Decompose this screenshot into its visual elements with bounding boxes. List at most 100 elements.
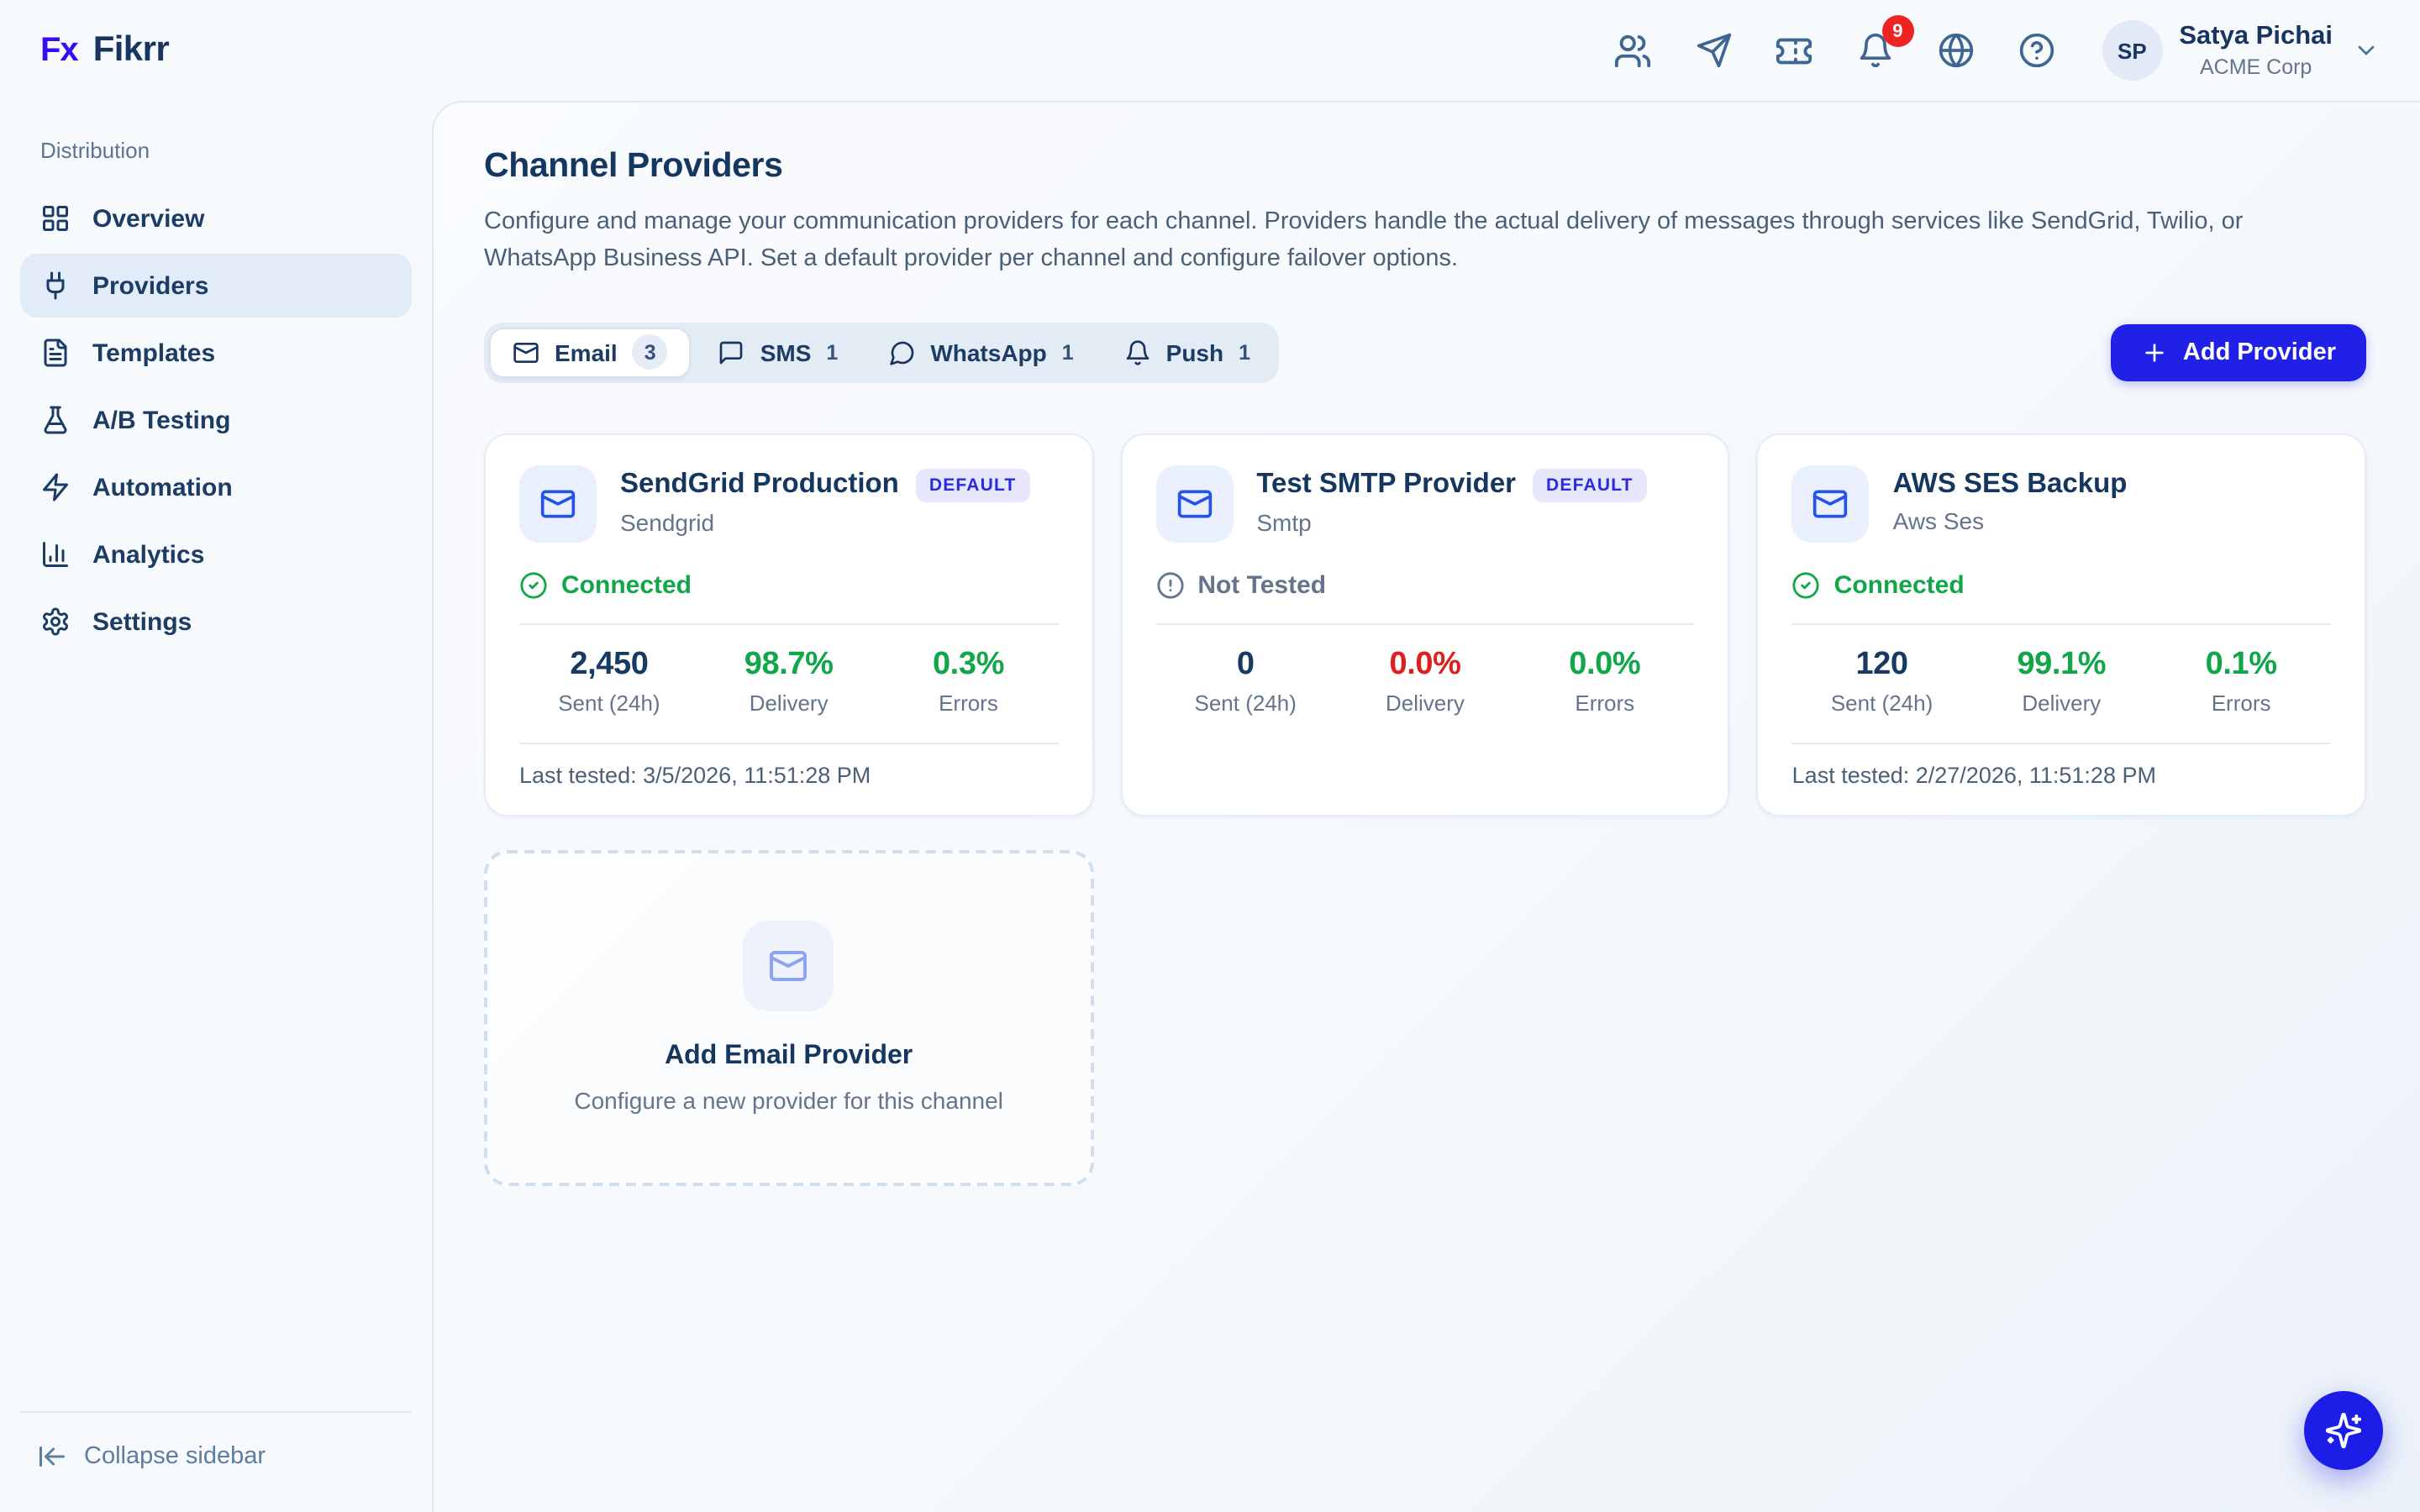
provider-type: Smtp: [1256, 508, 1312, 536]
user-menu[interactable]: SP Satya Pichai ACME Corp: [2102, 20, 2380, 81]
notifications-button[interactable]: 9: [1853, 15, 1914, 72]
tab-label: Push: [1165, 339, 1224, 366]
message-circle-icon: [888, 339, 915, 366]
provider-stats: 0 Sent (24h) 0.0% Delivery 0.0% Errors: [1155, 647, 1694, 716]
provider-card-aws-ses-backup[interactable]: AWS SES Backup Aws Ses Connected 120 Sent (2…: [1756, 433, 2366, 816]
user-org: ACME Corp: [2199, 55, 2312, 79]
provider-status-label: Connected: [561, 570, 692, 600]
provider-status-label: Not Tested: [1197, 570, 1327, 600]
provider-card-test-smtp-provider[interactable]: Test SMTP Provider DEFAULT Smtp Not Tested 0…: [1120, 433, 1730, 816]
stat-value: 99.1%: [2017, 646, 2107, 682]
message-square-icon: [718, 339, 745, 366]
provider-name: Test SMTP Provider: [1256, 469, 1517, 500]
send-icon[interactable]: [1691, 29, 1735, 72]
divider: [519, 622, 1059, 625]
provider-card-sendgrid-production[interactable]: SendGrid Production DEFAULT Sendgrid Connec…: [484, 433, 1094, 816]
stat-errors: 0.1% Errors: [2151, 647, 2331, 716]
alert-circle-icon: [1155, 571, 1184, 600]
mail-icon: [1812, 486, 1849, 522]
dashboard-icon: [40, 203, 71, 234]
ai-assistant-button[interactable]: [2304, 1391, 2383, 1470]
default-badge: DEFAULT: [1533, 468, 1647, 502]
user-meta: Satya Pichai ACME Corp: [2179, 22, 2333, 79]
provider-status-label: Connected: [1833, 570, 1965, 600]
sidebar-item-overview[interactable]: Overview: [20, 186, 412, 250]
logo-text: Fikrr: [92, 30, 170, 69]
brand-logo[interactable]: Fx Fikrr: [40, 30, 170, 71]
stat-label: Delivery: [749, 690, 829, 716]
stat-value: 0.3%: [932, 646, 1004, 682]
sparkles-icon: [2324, 1411, 2363, 1450]
add-provider-label: Add Provider: [2182, 339, 2336, 366]
stat-errors: 0.0% Errors: [1515, 647, 1695, 716]
stat-sent-24h: 2,450 Sent (24h): [519, 647, 699, 716]
tab-push[interactable]: Push 1: [1101, 328, 1274, 378]
help-button[interactable]: [2014, 29, 2058, 72]
provider-stats: 120 Sent (24h) 99.1% Delivery 0.1% Errors: [1792, 647, 2331, 716]
sidebar-item-label: Overview: [92, 204, 205, 233]
sidebar-item-providers[interactable]: Providers: [20, 254, 412, 318]
sidebar: Distribution Overview Providers Templates A…: [0, 101, 432, 1512]
main-panel: Channel Providers Configure and manage y…: [432, 101, 2420, 1512]
provider-icon-tile: [1791, 465, 1870, 543]
tab-count: 1: [826, 340, 839, 365]
divider: [1791, 622, 2331, 625]
collapse-sidebar-label: Collapse sidebar: [84, 1443, 266, 1470]
divider: [1155, 622, 1695, 625]
stat-label: Sent (24h): [1194, 690, 1297, 716]
provider-name: SendGrid Production: [620, 469, 899, 500]
sidebar-item-a-b-testing[interactable]: A/B Testing: [20, 388, 412, 452]
chart-icon: [40, 539, 71, 570]
last-tested-text: Last tested: 2/27/2026, 11:51:28 PM: [1791, 762, 2156, 788]
stat-delivery: 99.1% Delivery: [1971, 647, 2151, 716]
bell-icon: [1124, 339, 1151, 366]
stat-sent-24h: 0 Sent (24h): [1155, 647, 1335, 716]
sidebar-item-label: Templates: [92, 339, 216, 367]
add-email-provider-card[interactable]: Add Email Provider Configure a new provid…: [484, 849, 1094, 1186]
globe-icon[interactable]: [1933, 29, 1977, 72]
add-provider-button[interactable]: Add Provider: [2110, 323, 2366, 381]
check-circle-icon: [519, 571, 548, 600]
globe-icon: [1937, 32, 1974, 69]
stat-value: 0: [1236, 646, 1255, 682]
stat-value: 2,450: [570, 646, 649, 682]
page-title: Channel Providers: [484, 146, 783, 185]
provider-status: Connected: [519, 571, 1058, 600]
mail-icon: [513, 339, 539, 366]
stat-label: Delivery: [1386, 690, 1465, 716]
sidebar-item-settings[interactable]: Settings: [20, 590, 412, 654]
sidebar-item-automation[interactable]: Automation: [20, 455, 412, 519]
sidebar-section-label: Distribution: [40, 138, 150, 163]
user-name: Satya Pichai: [2179, 21, 2333, 50]
arrow-left-to-line-icon: [37, 1441, 67, 1472]
stat-label: Delivery: [2022, 690, 2102, 716]
tab-label: WhatsApp: [930, 339, 1047, 366]
logo-mark: Fx: [40, 32, 79, 69]
collapse-sidebar-button[interactable]: Collapse sidebar: [20, 1411, 412, 1512]
send-icon: [1695, 32, 1732, 69]
tab-sms[interactable]: SMS 1: [695, 328, 862, 378]
tab-whatsapp[interactable]: WhatsApp 1: [865, 328, 1097, 378]
mail-icon: [1176, 486, 1213, 522]
tab-email[interactable]: Email 3: [489, 327, 692, 378]
users-icon[interactable]: [1611, 29, 1655, 72]
sidebar-item-label: A/B Testing: [92, 406, 231, 434]
tab-label: Email: [555, 339, 618, 366]
stat-value: 120: [1855, 646, 1908, 682]
gear-icon: [40, 606, 71, 637]
provider-status: Not Tested: [1155, 571, 1694, 600]
plug-icon: [40, 270, 71, 301]
last-tested-text: Last tested: 3/5/2026, 11:51:28 PM: [519, 762, 871, 788]
header-actions: 9 SP Satya Pichai ACME Corp: [1611, 15, 2380, 81]
providers-grid: SendGrid Production DEFAULT Sendgrid Connec…: [484, 433, 2366, 1186]
sidebar-item-analytics[interactable]: Analytics: [20, 522, 412, 586]
sidebar-item-templates[interactable]: Templates: [20, 321, 412, 385]
sidebar-item-label: Settings: [92, 607, 192, 636]
provider-icon-tile: [1155, 465, 1234, 543]
provider-card-header: Test SMTP Provider DEFAULT Smtp: [1155, 465, 1694, 543]
ticket-icon[interactable]: [1772, 29, 1816, 72]
add-card-subtitle: Configure a new provider for this channe…: [574, 1087, 1003, 1115]
zap-icon: [40, 472, 71, 502]
plus-icon: [2141, 339, 2168, 366]
chevron-down-icon: [2353, 37, 2380, 64]
